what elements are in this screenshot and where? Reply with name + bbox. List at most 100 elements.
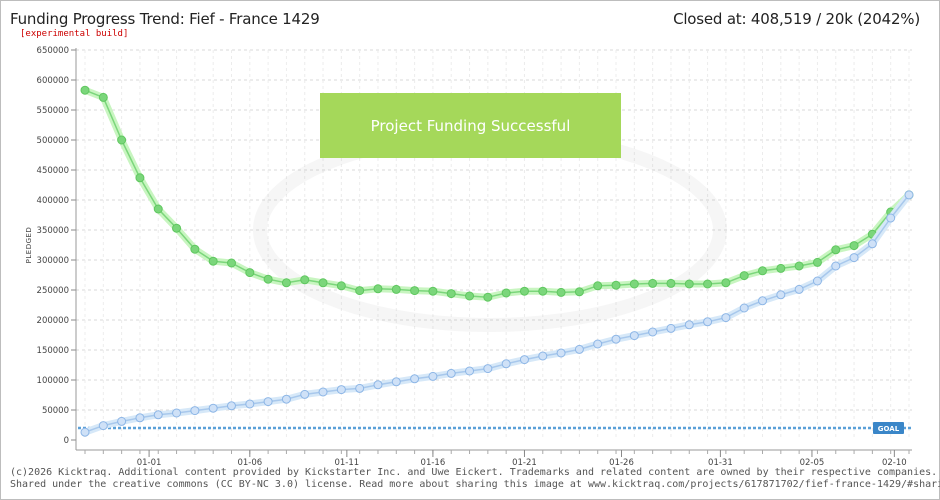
- pledged-point: [80, 427, 90, 437]
- projection-point: [684, 279, 694, 289]
- pledged-point: [776, 290, 786, 300]
- projection-point: [465, 291, 475, 301]
- y-tick-label: 50000: [42, 406, 69, 416]
- y-tick-label: 100000: [37, 376, 69, 386]
- projection-point: [190, 244, 200, 254]
- pledged-point: [721, 313, 731, 323]
- success-banner: [320, 93, 621, 158]
- pledged-point: [886, 213, 896, 223]
- projection-point: [281, 278, 291, 288]
- pledged-point: [538, 351, 548, 361]
- projection-point: [428, 286, 438, 296]
- projection-point: [446, 289, 456, 299]
- projection-point: [611, 280, 621, 290]
- y-tick-label: 600000: [37, 76, 69, 86]
- projection-point: [538, 286, 548, 296]
- pledged-point: [98, 421, 108, 431]
- projection-point: [721, 278, 731, 288]
- pledged-point: [648, 327, 658, 337]
- pledged-point: [758, 296, 768, 306]
- pledged-point: [867, 239, 877, 249]
- pledged-point: [336, 385, 346, 395]
- projection-point: [849, 241, 859, 251]
- pledged-point: [153, 410, 163, 420]
- x-tick-label: 01-26: [609, 458, 634, 468]
- projection-point: [776, 263, 786, 273]
- projection-point: [318, 278, 328, 288]
- y-tick-label: 500000: [37, 136, 69, 146]
- pledged-point: [226, 401, 236, 411]
- y-tick-label: 300000: [37, 256, 69, 266]
- projection-point: [300, 275, 310, 285]
- goal-badge: [873, 422, 904, 434]
- y-tick-label: 450000: [37, 166, 69, 176]
- pledged-point: [611, 334, 621, 344]
- projection-point: [153, 204, 163, 214]
- pledged-point: [410, 374, 420, 384]
- projection-point: [226, 258, 236, 268]
- y-tick-label: 0: [64, 436, 69, 446]
- footer-line-2: Shared under the creative commons (CC BY…: [10, 479, 940, 490]
- pledged-line: [84, 194, 910, 433]
- y-tick-label: 150000: [37, 346, 69, 356]
- projection-point: [831, 245, 841, 255]
- x-tick-label: 01-11: [334, 458, 359, 468]
- pledged-point: [703, 317, 713, 327]
- projection-point: [519, 286, 529, 296]
- pledged-point: [629, 331, 639, 341]
- projection-point: [98, 92, 108, 102]
- pledged-point: [245, 399, 255, 409]
- x-tick-label: 01-31: [708, 458, 733, 468]
- y-tick-label: 200000: [37, 316, 69, 326]
- projection-point: [501, 288, 511, 298]
- copyright-footer: (c)2026 Kicktraq. Additional content pro…: [10, 467, 940, 491]
- pledged-point: [391, 377, 401, 387]
- pledged-point: [904, 190, 914, 200]
- projection-point: [410, 286, 420, 296]
- pledged-point: [812, 276, 822, 286]
- projection-line: [84, 89, 910, 298]
- pledged-point: [446, 368, 456, 378]
- banner-layer: Project Funding Successful: [320, 93, 621, 158]
- x-tick-label: 01-01: [137, 458, 162, 468]
- pledged-point: [300, 389, 310, 399]
- grid-layer: [76, 49, 912, 440]
- pledged-point: [208, 403, 218, 413]
- pledged-point: [318, 387, 328, 397]
- goal-label: GOAL: [878, 425, 900, 433]
- x-tick-label: 01-06: [237, 458, 262, 468]
- y-axis-label: PLEDGED: [25, 227, 33, 264]
- projection-point: [263, 274, 273, 284]
- projection-point: [373, 284, 383, 294]
- projection-point: [80, 85, 90, 95]
- pledged-point: [519, 355, 529, 365]
- x-tick-label: 02-10: [882, 458, 907, 468]
- pledged-point: [666, 323, 676, 333]
- pledged-point: [849, 253, 859, 263]
- axis-layer: 0 50000 100000 150000 200000 250000 300000 3500…: [25, 46, 912, 468]
- projection-point: [574, 287, 584, 297]
- y-tick-label: 650000: [37, 46, 69, 56]
- projection-point: [703, 279, 713, 289]
- pledged-point: [739, 303, 749, 313]
- projection-point: [758, 266, 768, 276]
- pledged-point: [281, 394, 291, 404]
- pledged-point: [263, 397, 273, 407]
- projection-point: [391, 284, 401, 294]
- projection-point: [739, 271, 749, 281]
- y-tick-label: 550000: [37, 106, 69, 116]
- pledged-point: [794, 284, 804, 294]
- x-tick-label: 01-21: [512, 458, 537, 468]
- projection-point: [135, 173, 145, 183]
- projection-point: [355, 286, 365, 296]
- projection-point: [117, 135, 127, 145]
- pledged-point: [428, 371, 438, 381]
- pledged-point: [593, 339, 603, 349]
- footer-line-1: (c)2026 Kicktraq. Additional content pro…: [10, 467, 938, 478]
- goal-layer: GOAL: [78, 422, 912, 434]
- pledged-point: [684, 320, 694, 330]
- y-tick-label: 250000: [37, 286, 69, 296]
- pledged-point: [190, 406, 200, 416]
- pledged-point: [501, 359, 511, 369]
